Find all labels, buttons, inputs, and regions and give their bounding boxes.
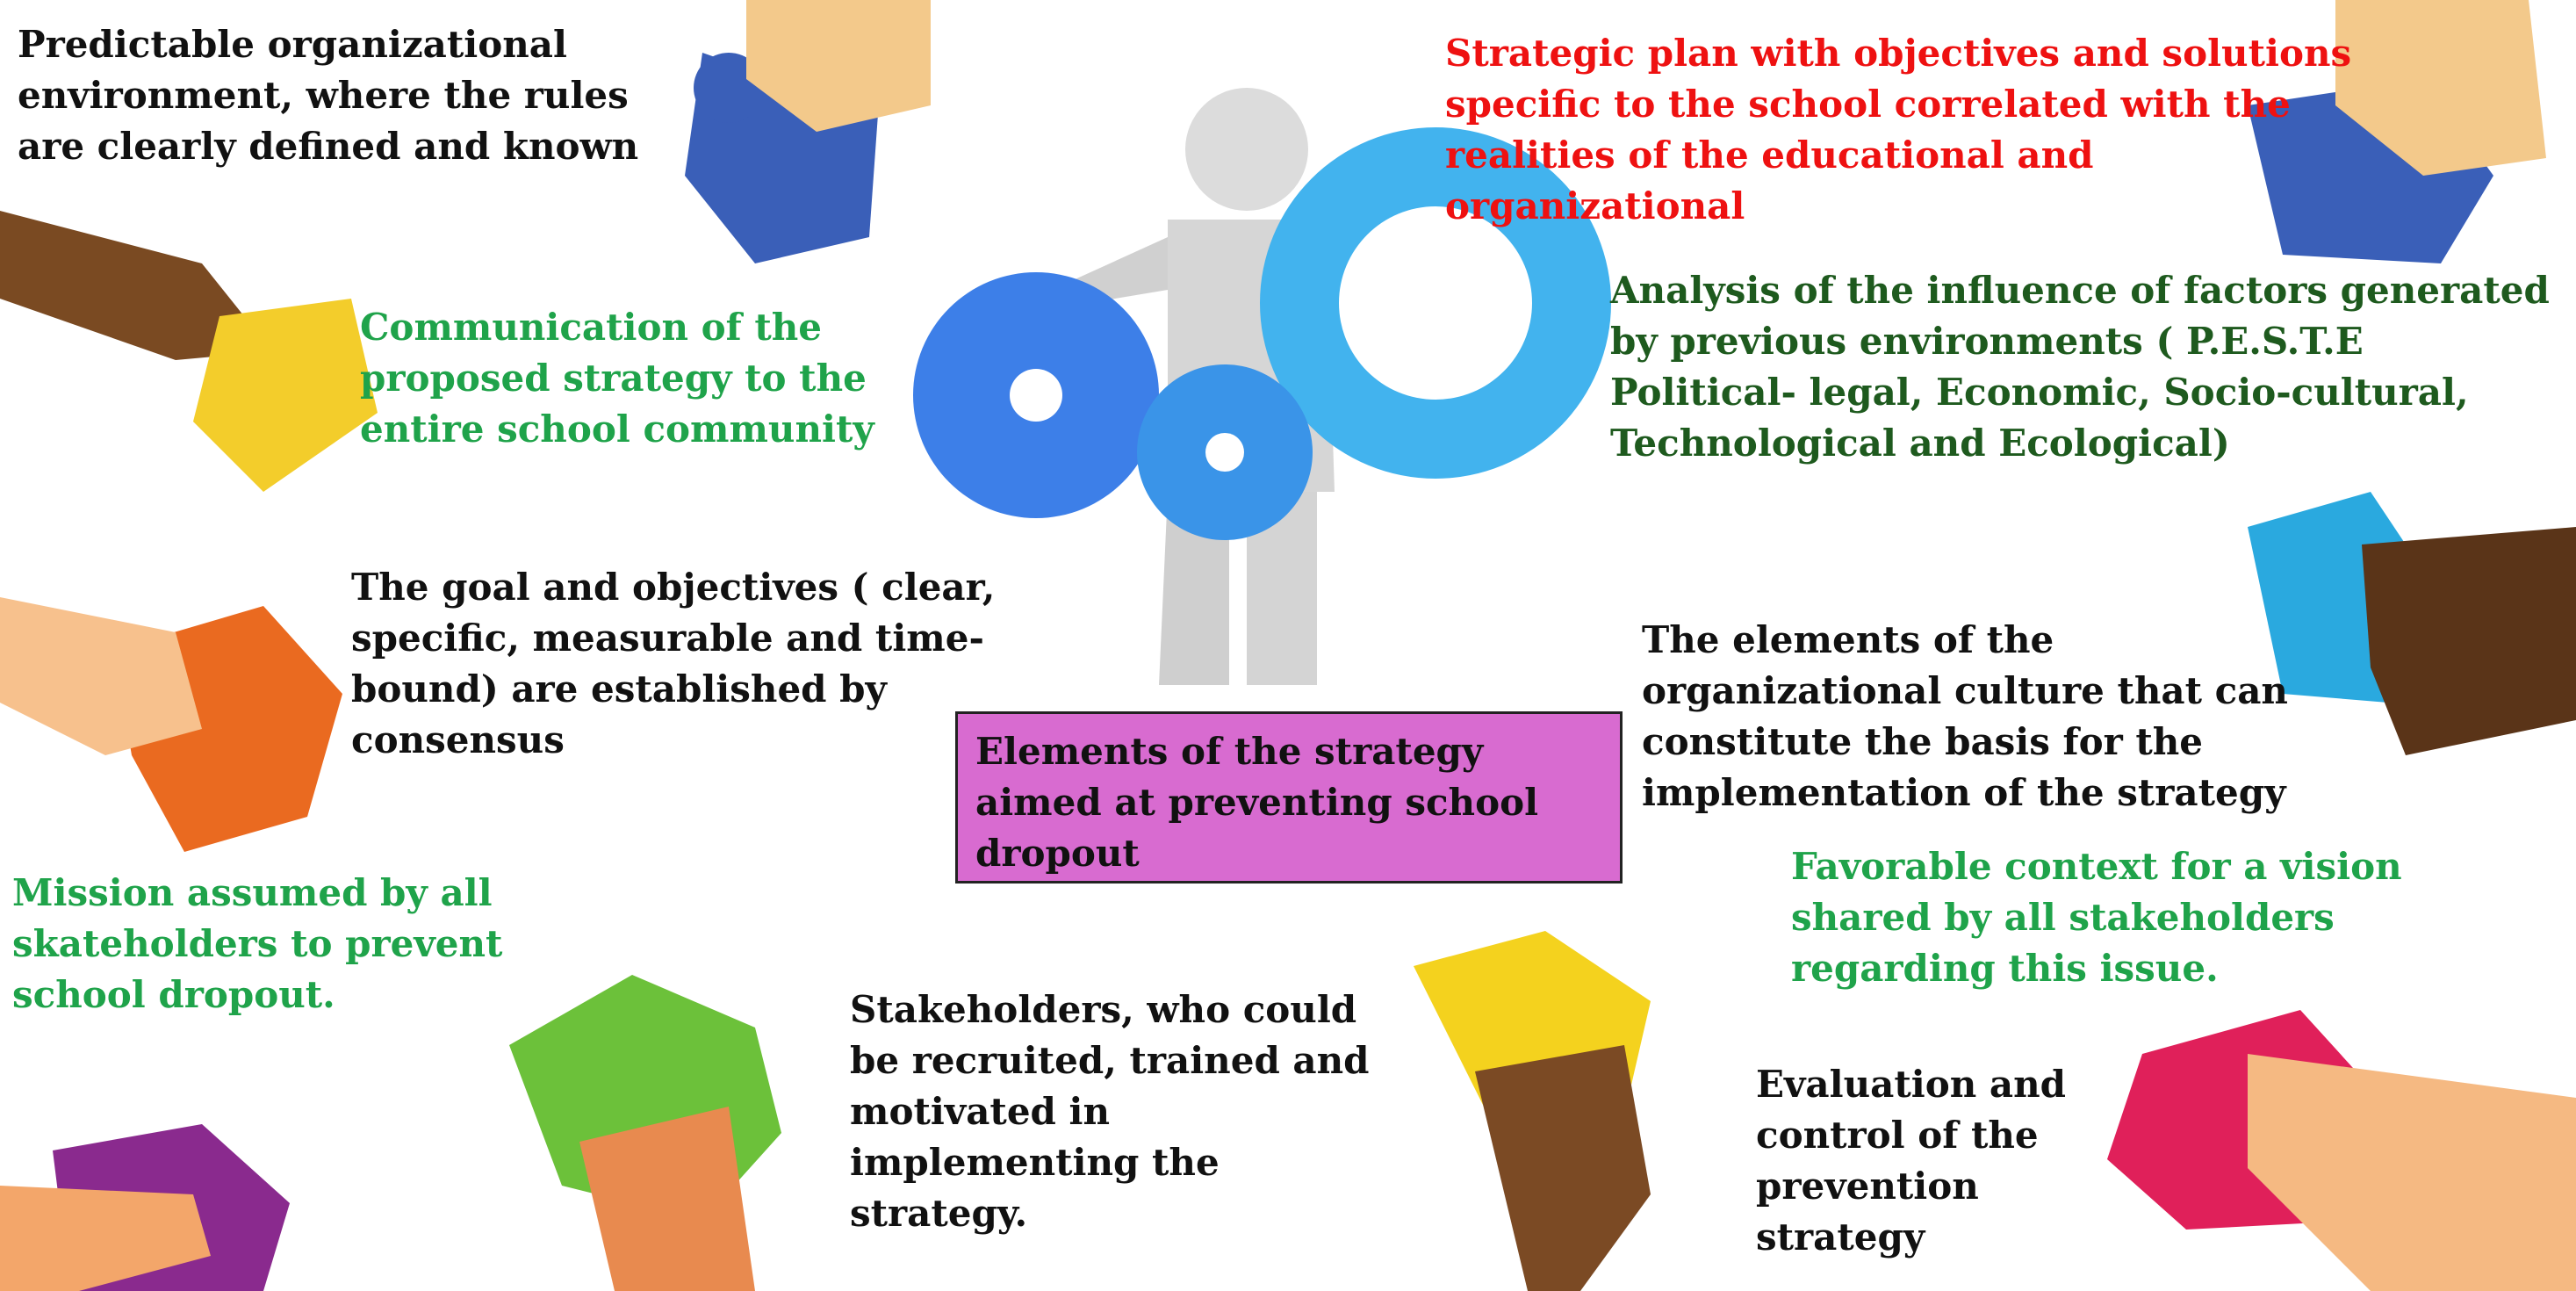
blue-puzzle-top-right — [2248, 0, 2546, 263]
label-favorable-context: Favorable context for a vision shared by… — [1791, 845, 2402, 990]
left-gear — [913, 272, 1159, 518]
pink-puzzle-bottom-right — [2107, 1010, 2576, 1291]
cyan-puzzle-right — [2248, 492, 2576, 755]
label-strategic-plan: Strategic plan with objectives and solut… — [1445, 32, 2352, 227]
green-puzzle-bottom — [509, 975, 781, 1291]
orange-puzzle-left — [0, 597, 342, 852]
blue-puzzle-top-left — [685, 0, 931, 263]
label-communication: Communication of the proposed strategy t… — [360, 306, 874, 451]
brown-hand-yellow-puzzle — [0, 211, 378, 492]
label-mission: Mission assumed by all skateholders to p… — [12, 871, 503, 1016]
central-label: Elements of the strategy aimed at preven… — [975, 730, 1539, 875]
purple-puzzle-bottom-left — [0, 1124, 290, 1291]
central-box: Elements of the strategy aimed at preven… — [955, 711, 1623, 884]
label-goal-objectives: The goal and objectives ( clear, specifi… — [351, 566, 996, 761]
label-evaluation: Evaluation and control of the prevention… — [1756, 1063, 2066, 1259]
label-organizational-culture: The elements of the organizational cultu… — [1642, 618, 2288, 814]
yellow-puzzle-bottom-right — [1414, 931, 1651, 1291]
label-analysis-peste: Analysis of the influence of factors gen… — [1610, 269, 2550, 465]
label-stakeholders: Stakeholders, who could be recruited, tr… — [850, 988, 1370, 1235]
label-predictable-environment: Predictable organizational environment, … — [18, 23, 639, 168]
large-gear — [1260, 127, 1611, 479]
small-gear — [1137, 364, 1313, 540]
